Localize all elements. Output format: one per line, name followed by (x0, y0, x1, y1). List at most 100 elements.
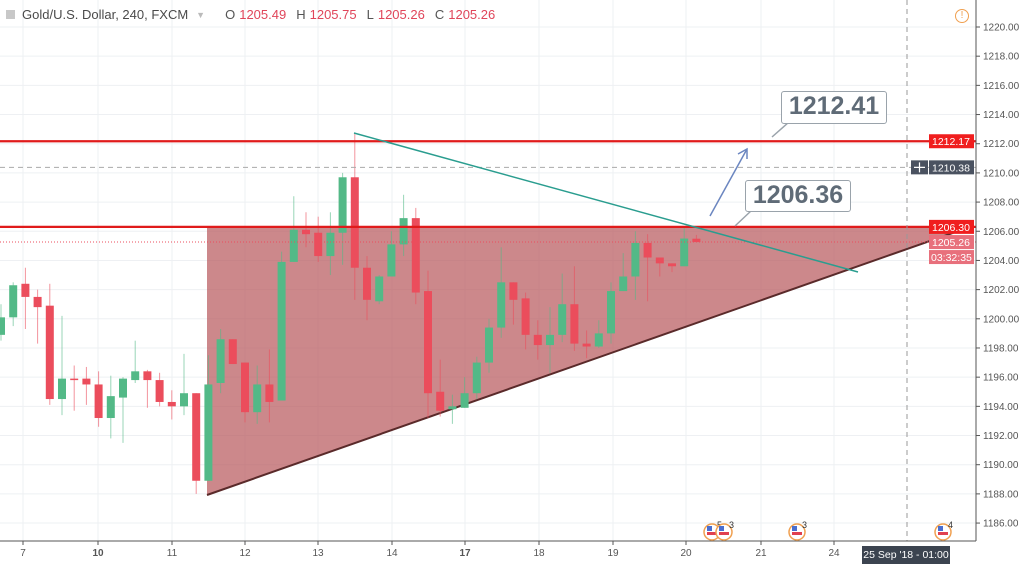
candle-body (106, 396, 115, 419)
candle (106, 375, 115, 439)
descending-trend-line (353, 132, 859, 273)
resistance-upper-price-label: 1212.17 (932, 136, 970, 148)
time-tick-label: 20 (680, 548, 692, 559)
candle (21, 267, 30, 330)
candle (350, 133, 359, 300)
candle-body (143, 371, 152, 381)
candle-body (363, 267, 371, 300)
economic-event-icon[interactable]: 4 (934, 520, 953, 541)
price-tick-label: 1204.00 (983, 256, 1020, 267)
price-tick-label: 1212.00 (983, 139, 1020, 150)
flag-stripes (792, 532, 802, 535)
low-value: 1205.26 (377, 7, 425, 22)
candle (228, 339, 237, 365)
price-axis-background (976, 0, 1024, 566)
flag-canton (938, 526, 943, 531)
candle (533, 320, 542, 360)
candle-body (594, 333, 603, 347)
price-tick-label: 1198.00 (983, 343, 1019, 354)
price-tick-label: 1196.00 (983, 373, 1019, 384)
candle (70, 365, 79, 411)
candle (485, 318, 493, 373)
candle-body (0, 317, 5, 335)
callout-lower-target[interactable]: 1206.36 (745, 180, 851, 212)
chevron-down-icon[interactable]: ▼ (196, 9, 206, 20)
candle-body (643, 242, 652, 258)
candle (680, 226, 689, 267)
economic-event-icon[interactable]: 3 (788, 520, 807, 541)
price-tick-label: 1200.00 (983, 314, 1020, 325)
candle-body (338, 177, 347, 233)
candle (436, 359, 445, 417)
arrow-up-icon (709, 148, 748, 217)
countdown-label: 03:32:35 (931, 252, 972, 264)
candle (82, 366, 91, 405)
candle-body (180, 393, 188, 407)
candle-body (692, 238, 701, 243)
high-label: H (296, 7, 306, 22)
candle (643, 234, 652, 302)
time-tick-label: 19 (607, 548, 619, 559)
economic-event-icon[interactable]: 3 (715, 520, 734, 541)
candle (607, 282, 615, 344)
candle-body (387, 244, 396, 277)
candle-body (411, 218, 420, 293)
candle (582, 330, 591, 359)
time-tick-label: 10 (92, 548, 104, 559)
candle (289, 196, 298, 262)
resistance-upper-price-label-box (929, 134, 974, 149)
candle (668, 263, 676, 273)
candle (0, 304, 5, 341)
triangle-support-line (206, 225, 971, 496)
candle (448, 394, 457, 424)
candle-body (228, 339, 237, 365)
candle-body (119, 378, 127, 398)
candle-body (509, 282, 518, 300)
candle-body (314, 232, 323, 257)
candle (326, 212, 335, 276)
callout-pointer (771, 121, 790, 138)
candle (363, 256, 371, 321)
crosshair-price-label: 1210.38 (932, 162, 970, 174)
candle-body (375, 276, 384, 302)
price-tick-label: 1214.00 (983, 110, 1020, 121)
candle (497, 247, 506, 338)
candle-body (216, 339, 225, 383)
candle (143, 369, 152, 408)
candle-body (680, 238, 689, 267)
price-tick-label: 1190.00 (983, 460, 1019, 471)
event-count-badge: 3 (729, 520, 734, 530)
time-axis-background (0, 541, 976, 566)
candle (58, 315, 66, 416)
price-tick-label: 1194.00 (983, 402, 1019, 413)
candle (277, 251, 286, 401)
candle-body (668, 263, 676, 267)
close-label: C (434, 7, 445, 22)
symbol-title[interactable]: Gold/U.S. Dollar, 240, FXCM (22, 7, 189, 22)
candle-body (326, 232, 335, 257)
candle (33, 289, 42, 344)
candle (472, 356, 481, 400)
candle-body (131, 371, 140, 381)
last-price-label-box (929, 235, 974, 250)
price-tick-label: 1218.00 (983, 52, 1020, 63)
resistance-lower-price-label: 1206.30 (932, 222, 970, 234)
countdown-label-box (929, 250, 974, 265)
candle-body (619, 276, 628, 292)
candle-body (582, 343, 591, 347)
candle (594, 320, 603, 348)
time-tick-label: 12 (239, 548, 251, 559)
candle (375, 275, 384, 305)
candle (521, 292, 530, 350)
candle-body (472, 362, 481, 394)
flag-stripes (707, 532, 717, 535)
candle (655, 257, 664, 277)
candle-body (302, 229, 310, 235)
candle (314, 216, 323, 262)
high-value: 1205.75 (309, 7, 357, 22)
candle (509, 282, 518, 325)
candle (619, 253, 628, 292)
exclamation-circle-icon[interactable]: ! (955, 9, 969, 23)
callout-upper-target[interactable]: 1212.41 (781, 91, 887, 124)
